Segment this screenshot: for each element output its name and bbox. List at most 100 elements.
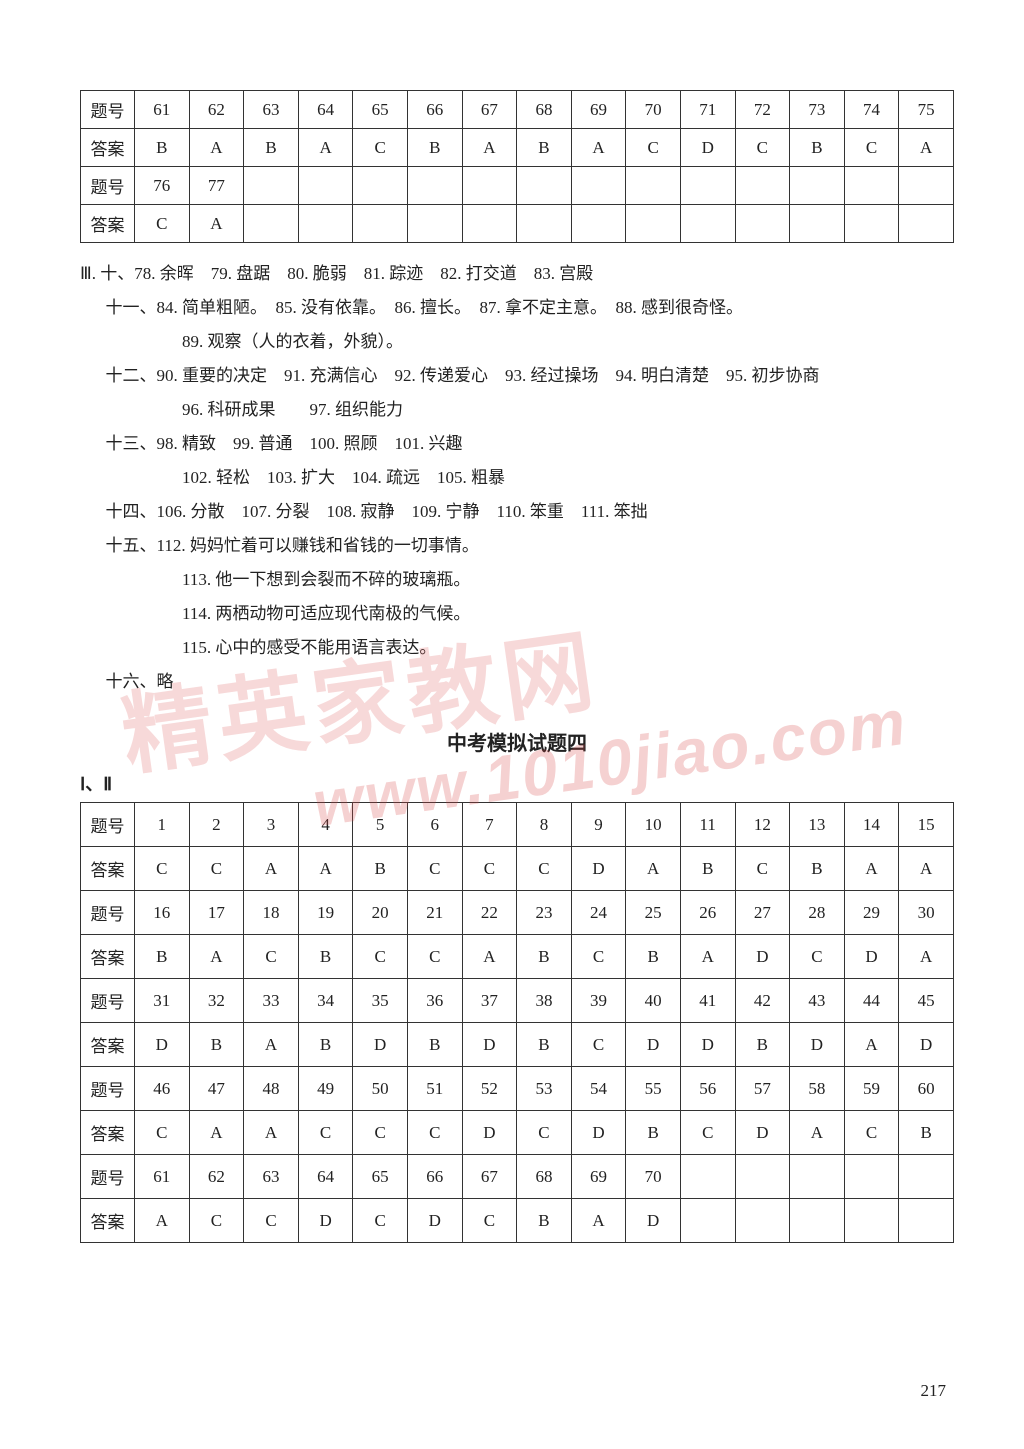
table-cell: 68 [517, 1155, 572, 1199]
table-cell [899, 167, 954, 205]
table-cell: 62 [189, 91, 244, 129]
table-cell: 66 [407, 91, 462, 129]
table-cell: D [571, 1111, 626, 1155]
text-line: 十一、84. 简单粗陋。 85. 没有依靠。 86. 擅长。 87. 拿不定主意… [80, 291, 954, 325]
table-cell: 71 [680, 91, 735, 129]
row-label: 答案 [81, 129, 135, 167]
table-cell: 4 [298, 803, 353, 847]
table-cell: A [298, 847, 353, 891]
table-cell: A [189, 1111, 244, 1155]
table-cell: 63 [244, 91, 299, 129]
table-cell: 61 [135, 91, 190, 129]
table-cell [844, 1155, 899, 1199]
table-cell [899, 1199, 954, 1243]
table-cell: B [517, 1023, 572, 1067]
table-cell: A [899, 847, 954, 891]
table-cell: 50 [353, 1067, 408, 1111]
table-cell: 54 [571, 1067, 626, 1111]
table-row: 题号 76 77 [81, 167, 954, 205]
table-cell [626, 167, 681, 205]
table-cell: 75 [899, 91, 954, 129]
table-cell: B [790, 847, 845, 891]
table-cell: 26 [680, 891, 735, 935]
table-cell: A [462, 129, 517, 167]
table-cell: A [844, 1023, 899, 1067]
table-cell: C [353, 1199, 408, 1243]
table-cell: C [844, 129, 899, 167]
table-cell: 22 [462, 891, 517, 935]
table-cell [462, 167, 517, 205]
table-cell [680, 1155, 735, 1199]
table-cell: 65 [353, 1155, 408, 1199]
text-line: 96. 科研成果 97. 组织能力 [80, 393, 954, 427]
row-label: 题号 [81, 803, 135, 847]
table-cell [298, 205, 353, 243]
table-cell: C [571, 1023, 626, 1067]
table-cell [244, 167, 299, 205]
table-cell: B [135, 129, 190, 167]
table-cell: B [517, 1199, 572, 1243]
table-cell: C [189, 847, 244, 891]
table-cell: A [298, 129, 353, 167]
table-cell [517, 167, 572, 205]
table-cell: C [407, 1111, 462, 1155]
table-row: 答案 C A [81, 205, 954, 243]
table-cell: 61 [135, 1155, 190, 1199]
table-cell: 68 [517, 91, 572, 129]
table-cell: C [517, 847, 572, 891]
table-cell [571, 167, 626, 205]
table-cell: D [680, 129, 735, 167]
table-cell: C [571, 935, 626, 979]
page-container: 精英家教网 www.1010jiao.com 题号 61 62 63 64 65… [0, 0, 1024, 1449]
row-label: 答案 [81, 847, 135, 891]
table-cell: 6 [407, 803, 462, 847]
table-cell: B [189, 1023, 244, 1067]
table-cell [298, 167, 353, 205]
text-line: 十六、略 [80, 665, 954, 699]
answer-table-1: 题号 61 62 63 64 65 66 67 68 69 70 71 72 7… [80, 90, 954, 243]
text-line: 十四、106. 分散 107. 分裂 108. 寂静 109. 宁静 110. … [80, 495, 954, 529]
table-cell: 67 [462, 1155, 517, 1199]
table-cell: C [244, 1199, 299, 1243]
table-cell: A [244, 847, 299, 891]
table-cell: 63 [244, 1155, 299, 1199]
table-cell: 58 [790, 1067, 845, 1111]
row-label: 答案 [81, 1199, 135, 1243]
table-cell: C [353, 1111, 408, 1155]
table-cell [407, 167, 462, 205]
table-cell: D [571, 847, 626, 891]
table-cell: B [626, 1111, 681, 1155]
table-cell: A [135, 1199, 190, 1243]
table-cell: B [407, 1023, 462, 1067]
table-row: 题号123456789101112131415 [81, 803, 954, 847]
table-row: 答案 B A B A C B A B A C D C B C A [81, 129, 954, 167]
table-cell: D [353, 1023, 408, 1067]
table-cell: C [189, 1199, 244, 1243]
table-cell: D [735, 1111, 790, 1155]
row-label: 答案 [81, 935, 135, 979]
table-cell: 66 [407, 1155, 462, 1199]
table-cell: 73 [790, 91, 845, 129]
table-cell: 10 [626, 803, 681, 847]
table-cell: 2 [189, 803, 244, 847]
table-cell [735, 205, 790, 243]
table-cell [626, 205, 681, 243]
table-cell: D [626, 1199, 681, 1243]
table-cell: B [735, 1023, 790, 1067]
table-cell: 41 [680, 979, 735, 1023]
table-cell: D [790, 1023, 845, 1067]
text-line: 114. 两栖动物可适应现代南极的气候。 [80, 597, 954, 631]
table-cell: 9 [571, 803, 626, 847]
table-cell: C [626, 129, 681, 167]
table-row: 答案BACBCCABCBADCDA [81, 935, 954, 979]
table-cell: D [844, 935, 899, 979]
table-cell: B [244, 129, 299, 167]
table-cell: 44 [844, 979, 899, 1023]
table-cell: 36 [407, 979, 462, 1023]
table-cell [517, 205, 572, 243]
table-cell: C [353, 935, 408, 979]
table-cell [844, 167, 899, 205]
row-label: 题号 [81, 1067, 135, 1111]
table-cell [899, 1155, 954, 1199]
table-cell: C [517, 1111, 572, 1155]
